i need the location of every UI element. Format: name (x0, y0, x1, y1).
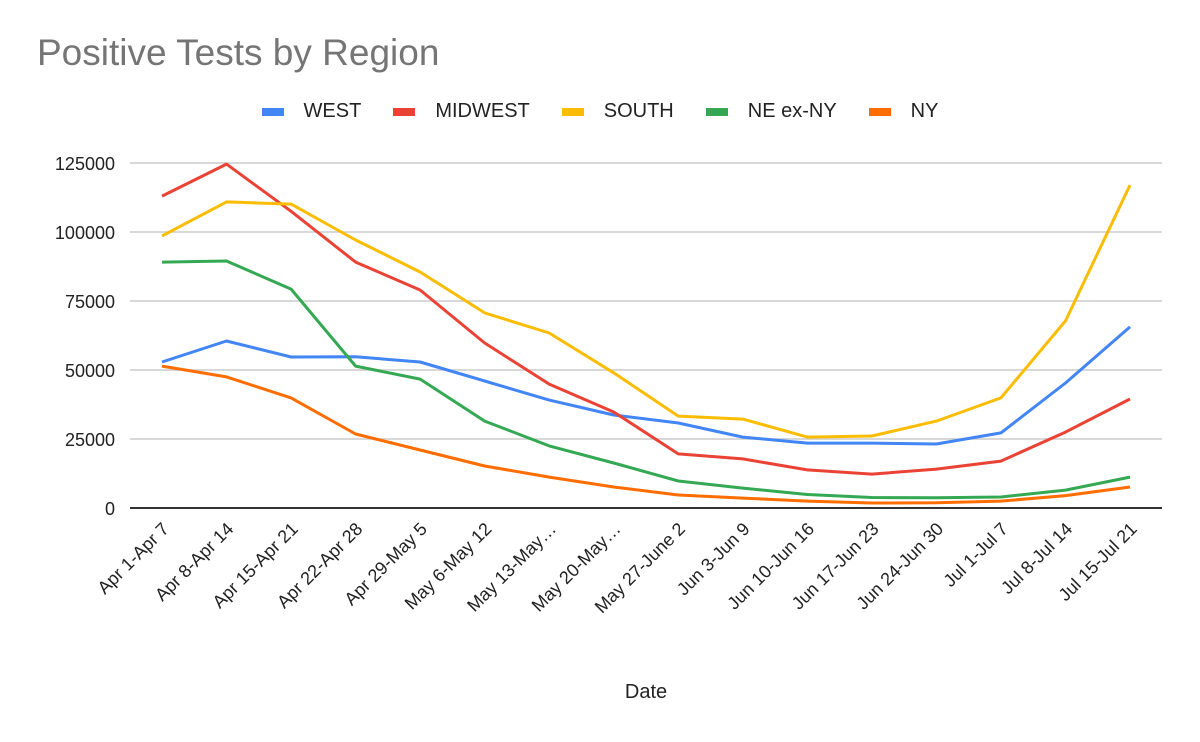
series-line-ny[interactable] (161, 364, 1131, 505)
legend-swatch-ny (868, 107, 891, 116)
y-tick-label: 50000 (65, 361, 115, 381)
gridlines (130, 162, 1162, 440)
legend-item-west[interactable]: WEST (261, 100, 362, 123)
y-tick-label: 0 (105, 499, 115, 519)
legend-item-midwest[interactable]: MIDWEST (393, 100, 530, 123)
y-tick-label: 75000 (65, 292, 115, 312)
legend-swatch-midwest (393, 107, 416, 116)
legend-item-ny[interactable]: NY (868, 100, 939, 123)
chart-title: Positive Tests by Region (37, 32, 440, 73)
legend-swatch-ne-ex-ny (705, 107, 728, 116)
legend-swatch-south (561, 107, 584, 116)
series-line-ne-ex-ny[interactable] (161, 259, 1131, 500)
series-line-south[interactable] (161, 184, 1132, 439)
legend-item-south[interactable]: SOUTH (561, 100, 674, 123)
legend-label-ny: NY (910, 100, 939, 122)
series-lines (161, 162, 1132, 505)
legend-label-west: WEST (303, 100, 362, 122)
series-line-midwest[interactable] (161, 162, 1131, 476)
legend-label-midwest: MIDWEST (435, 100, 530, 122)
legend-swatch-west (261, 107, 284, 116)
y-tick-label: 100000 (55, 223, 115, 243)
y-tick-label: 125000 (55, 154, 115, 174)
legend-item-ne-ex-ny[interactable]: NE ex-NY (705, 100, 837, 123)
series-line-west[interactable] (161, 325, 1131, 446)
x-axis-label: Date (625, 681, 667, 703)
legend: WEST MIDWEST SOUTH NE ex-NY NY (0, 100, 1200, 123)
y-axis-ticks: 0 25000 50000 75000 100000 125000 (55, 154, 115, 519)
legend-label-south: SOUTH (603, 100, 674, 122)
y-tick-label: 25000 (65, 430, 115, 450)
legend-label-ne-ex-ny: NE ex-NY (747, 100, 837, 122)
